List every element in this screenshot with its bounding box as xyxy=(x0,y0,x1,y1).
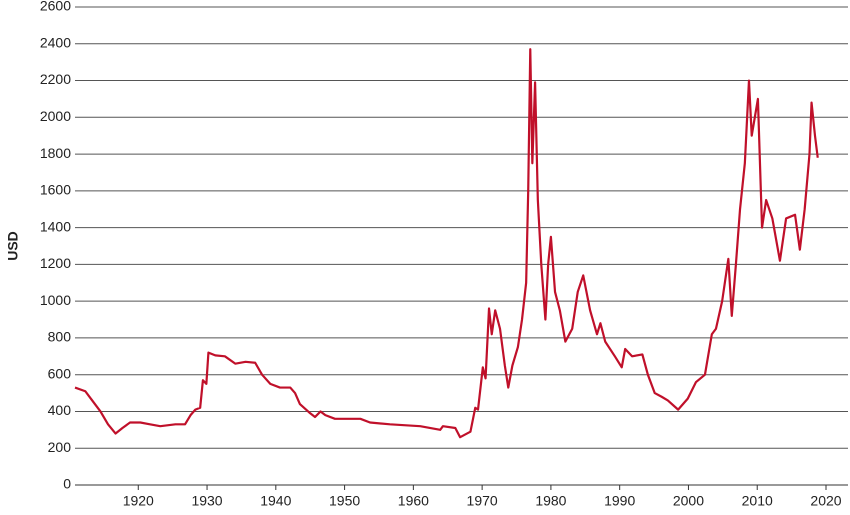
y-tick-label: 2000 xyxy=(40,108,71,124)
x-tick-label: 1980 xyxy=(535,493,566,509)
x-tick-label: 2020 xyxy=(810,493,841,509)
x-tick-label: 1970 xyxy=(467,493,498,509)
y-tick-label: 1800 xyxy=(40,145,71,161)
y-tick-label: 2200 xyxy=(40,71,71,87)
y-tick-label: 2400 xyxy=(40,34,71,50)
x-tick-label: 1940 xyxy=(260,493,291,509)
x-tick-label: 1930 xyxy=(191,493,222,509)
y-tick-label: 400 xyxy=(48,402,72,418)
y-tick-label: 0 xyxy=(63,476,71,492)
x-tick-label: 1990 xyxy=(604,493,635,509)
x-tick-label: 2010 xyxy=(742,493,773,509)
y-tick-label: 1600 xyxy=(40,182,71,198)
x-tick-label: 1960 xyxy=(398,493,429,509)
data-line xyxy=(74,48,819,439)
x-tick-label: 1950 xyxy=(329,493,360,509)
y-tick-label: 2600 xyxy=(40,0,71,14)
y-tick-label: 1200 xyxy=(40,255,71,271)
y-tick-label: 1400 xyxy=(40,218,71,234)
y-tick-label: 800 xyxy=(48,329,72,345)
x-tick-label: 1920 xyxy=(123,493,154,509)
y-tick-label: 1000 xyxy=(40,292,71,308)
x-tick-label: 2000 xyxy=(673,493,704,509)
y-tick-label: 200 xyxy=(48,439,72,455)
y-axis-label: USD xyxy=(5,231,21,261)
y-tick-label: 600 xyxy=(48,365,72,381)
